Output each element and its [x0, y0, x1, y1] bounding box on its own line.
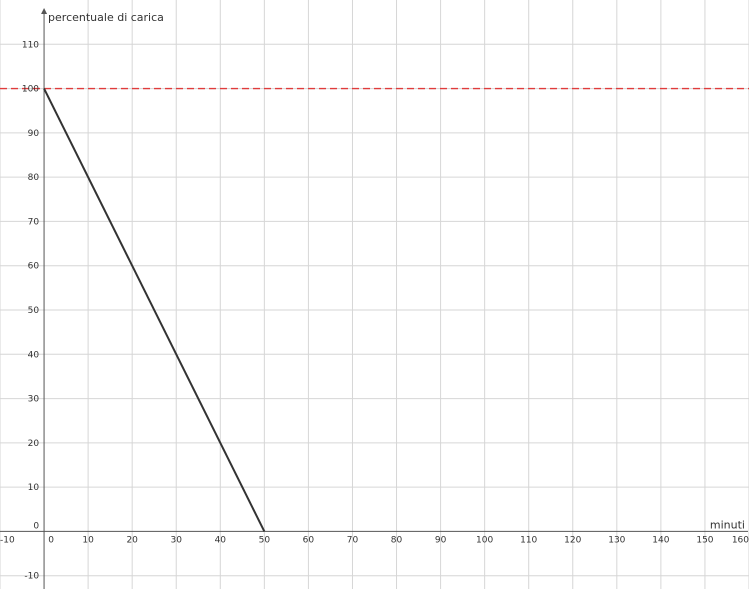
- horizontal-gridlines: [0, 43, 749, 577]
- x-tick-label: 90: [435, 535, 447, 545]
- x-tick-label: 20: [126, 535, 138, 545]
- x-tick-label: 50: [259, 535, 271, 545]
- series-line: [43, 88, 266, 532]
- y-tick-label: 60: [28, 262, 40, 272]
- x-tick-label: 110: [520, 535, 537, 545]
- x-tick-label: 60: [303, 535, 315, 545]
- y-tick-label: 0: [33, 521, 39, 531]
- x-tick-labels: -10 0 10 20 30 40 50 60 70 80 90 100 110 120 130 140 150…: [0, 535, 749, 545]
- x-tick-label: 0: [48, 535, 54, 545]
- y-axis-arrow-icon: [41, 8, 48, 14]
- y-tick-label: 30: [28, 395, 40, 405]
- y-tick-label: 70: [28, 217, 40, 227]
- y-tick-label: 110: [22, 40, 39, 50]
- x-tick-label: 70: [347, 535, 359, 545]
- x-tick-label: 150: [696, 535, 713, 545]
- x-tick-label: 100: [476, 535, 493, 545]
- y-tick-label: -10: [24, 572, 39, 582]
- series-group: [43, 88, 266, 532]
- y-tick-label: 90: [28, 129, 40, 139]
- y-tick-label: 100: [22, 85, 39, 95]
- y-tick-label: 50: [28, 306, 40, 316]
- x-axis-title: minuti: [710, 518, 745, 531]
- x-tick-label: 120: [564, 535, 581, 545]
- x-tick-label: 10: [82, 535, 94, 545]
- x-tick-label: 140: [652, 535, 669, 545]
- y-tick-label: 10: [28, 483, 40, 493]
- x-tick-label: 40: [215, 535, 227, 545]
- y-tick-label: 20: [28, 439, 40, 449]
- y-axis-title: percentuale di carica: [48, 11, 164, 24]
- x-tick-label: 130: [608, 535, 625, 545]
- y-tick-labels: -10 0 10 20 30 40 50 60 70 80 90 100 110: [22, 40, 39, 581]
- x-tick-label: 160: [732, 535, 749, 545]
- x-tick-label: 30: [171, 535, 183, 545]
- x-tick-label: -10: [0, 535, 15, 545]
- y-tick-label: 40: [28, 350, 40, 360]
- x-tick-label: 80: [391, 535, 403, 545]
- y-tick-label: 80: [28, 173, 40, 183]
